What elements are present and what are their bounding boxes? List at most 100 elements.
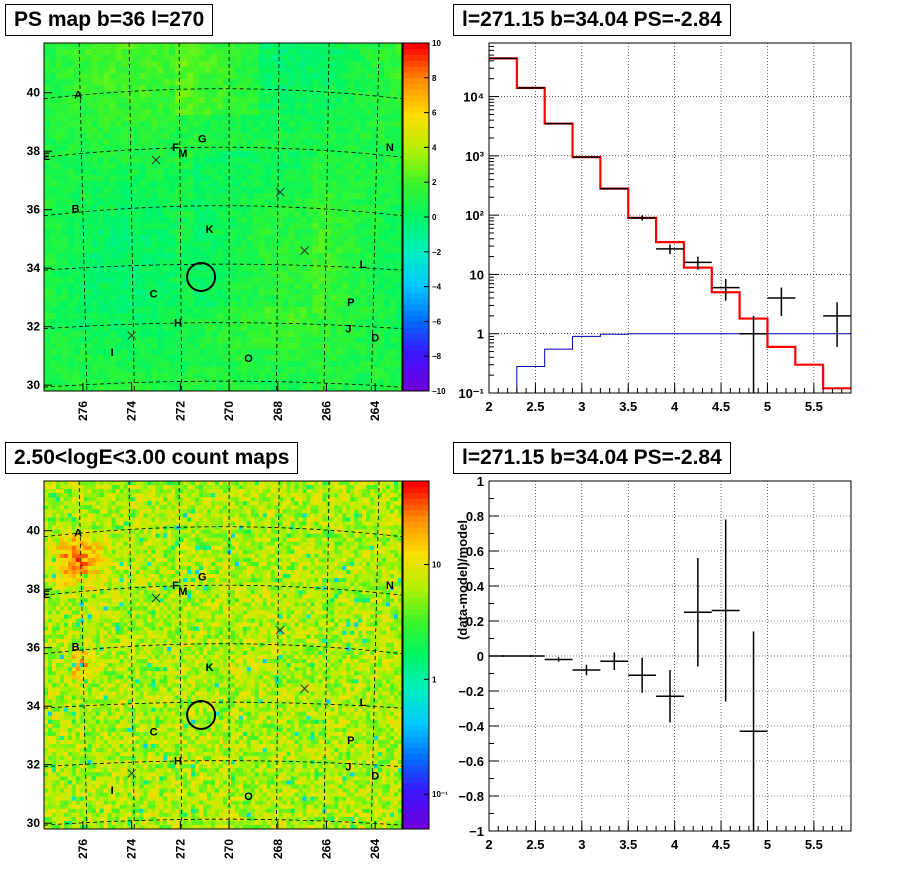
source-cross bbox=[151, 593, 161, 603]
map-x-tick-label: 276 bbox=[76, 401, 90, 421]
spectrum-x-tick-label: 3.5 bbox=[619, 399, 637, 414]
residual-y-axis-label: (data-model)/model bbox=[455, 520, 470, 640]
residual-y-tick-label: 0.8 bbox=[466, 509, 484, 524]
residual-y-tick-label: 1 bbox=[477, 474, 484, 489]
colorbar-tick-label: 10⁻¹ bbox=[432, 790, 448, 799]
residual-y-tick-label: 0.4 bbox=[466, 579, 485, 594]
residual-y-tick-label: 0.6 bbox=[466, 544, 484, 559]
spectrum-y-tick-label: 10⁻¹ bbox=[458, 386, 484, 401]
source-label-H: H bbox=[174, 756, 182, 768]
residual-x-tick-label: 4 bbox=[671, 837, 679, 852]
source-cross bbox=[127, 331, 137, 340]
spectrum-y-tick-label: 1 bbox=[477, 327, 484, 342]
residual-y-tick-label: −0.2 bbox=[458, 684, 484, 699]
source-label-A: A bbox=[74, 528, 82, 540]
residual-x-tick-label: 4.5 bbox=[712, 837, 730, 852]
map-y-tick-label: 34 bbox=[27, 261, 41, 275]
map-x-tick-label: 266 bbox=[320, 401, 334, 421]
colorbar-tick-label: 1 bbox=[432, 675, 437, 684]
residual-title: l=271.15 b=34.04 PS=-2.84 bbox=[453, 442, 731, 474]
colorbar-tick-label: 6 bbox=[432, 109, 437, 118]
residual-y-tick-label: −1 bbox=[469, 824, 484, 839]
map-y-tick-label: 40 bbox=[27, 524, 41, 538]
count-map-title: 2.50<logE<3.00 count maps bbox=[5, 442, 299, 474]
source-label-N: N bbox=[386, 580, 394, 592]
source-label-N: N bbox=[386, 142, 394, 154]
map-y-tick-label: 40 bbox=[27, 86, 41, 100]
colorbar-1: 10 8 6 4 2 0 −2 −4 −6 −8 −10 bbox=[402, 39, 446, 396]
source-label-J: J bbox=[345, 762, 351, 774]
target-circle bbox=[186, 261, 217, 292]
source-label-F: F bbox=[172, 580, 179, 592]
map-x-tick-label: 270 bbox=[222, 839, 236, 859]
ps-map-title: PS map b=36 l=270 bbox=[5, 4, 214, 36]
spectrum-x-tick-label: 2 bbox=[485, 399, 492, 414]
source-label-M: M bbox=[178, 148, 187, 160]
residual-x-tick-label: 3 bbox=[578, 837, 585, 852]
colorbar-tick-label: 0 bbox=[432, 213, 437, 222]
residual-x-tick-label: 5.5 bbox=[805, 837, 823, 852]
source-cross bbox=[275, 625, 285, 635]
residual-x-tick-label: 3.5 bbox=[619, 837, 637, 852]
source-cross bbox=[127, 769, 137, 778]
colorbar-tick-label: 2 bbox=[432, 178, 437, 187]
residual-y-tick-label: −0.4 bbox=[458, 719, 484, 734]
spectrum-x-tick-label: 5 bbox=[764, 399, 771, 414]
map-x-tick-label: 272 bbox=[173, 839, 187, 859]
map-x-tick-label: 270 bbox=[222, 401, 236, 421]
map-x-tick-label: 276 bbox=[76, 839, 90, 859]
colorbar-tick-label: −6 bbox=[432, 317, 442, 326]
source-label-O: O bbox=[244, 353, 253, 365]
map-x-tick-label: 272 bbox=[173, 401, 187, 421]
source-label-P: P bbox=[347, 297, 354, 309]
spectrum-y-tick-label: 10² bbox=[465, 208, 484, 223]
map-y-tick-label: 32 bbox=[27, 758, 41, 772]
source-label-D: D bbox=[371, 332, 379, 344]
residual-x-tick-label: 2.5 bbox=[526, 837, 544, 852]
source-label-L: L bbox=[360, 259, 367, 271]
source-label-L: L bbox=[360, 697, 367, 709]
spectrum-y-tick-label: 10 bbox=[470, 267, 484, 282]
source-label-P: P bbox=[347, 735, 354, 747]
spectrum-x-tick-label: 4 bbox=[671, 399, 679, 414]
spectrum-frame bbox=[488, 42, 852, 394]
source-cross bbox=[300, 246, 309, 255]
colorbar-tick-label: −4 bbox=[432, 283, 442, 292]
residual-plot: 2 2.5 3 3.5 4 4.5 5 5.5 −1 −0.8 −0.6 −0.4 −0.2 0 0.2 0.… bbox=[455, 474, 852, 852]
residual-grid bbox=[489, 481, 851, 831]
map-x-tick-label: 268 bbox=[271, 839, 285, 859]
residual-y-tick-label: 0 bbox=[477, 649, 484, 664]
residual-y-tick-label: −0.8 bbox=[458, 789, 484, 804]
source-label-G: G bbox=[198, 133, 207, 145]
model-histogram bbox=[489, 57, 851, 390]
map-y-tick-label: 34 bbox=[27, 699, 41, 713]
map-y-tick-label: 36 bbox=[27, 641, 41, 655]
spectrum-x-tick-label: 4.5 bbox=[712, 399, 730, 414]
map-grid-1 bbox=[43, 42, 403, 392]
source-cross bbox=[275, 187, 285, 197]
colorbar-tick-label: 10 bbox=[432, 39, 441, 48]
residual-y-tick-label: 0.2 bbox=[466, 614, 484, 629]
residual-y-tick-label: −0.6 bbox=[458, 754, 484, 769]
spectrum-x-tick-label: 5.5 bbox=[805, 399, 823, 414]
map-y-tick-label: 38 bbox=[27, 582, 41, 596]
source-label-K: K bbox=[206, 662, 214, 674]
source-label-G: G bbox=[198, 571, 207, 583]
map-y-tick-label: 36 bbox=[27, 203, 41, 217]
colorbar-tick-label: −8 bbox=[432, 352, 442, 361]
colorbar-tick-label: 10 bbox=[432, 561, 441, 570]
residual-x-tick-label: 5 bbox=[764, 837, 771, 852]
colorbar-2: 10 1 10⁻¹ bbox=[402, 480, 448, 830]
spectrum-grid bbox=[489, 43, 851, 393]
map-x-tick-label: 266 bbox=[320, 839, 334, 859]
source-label-I: I bbox=[111, 347, 114, 359]
source-cross bbox=[151, 155, 161, 165]
source-label-I: I bbox=[111, 785, 114, 797]
map-frame-2 bbox=[43, 480, 403, 830]
source-label-K: K bbox=[206, 224, 214, 236]
colorbar-tick-label: −10 bbox=[432, 387, 446, 396]
map-x-tick-label: 274 bbox=[125, 839, 139, 859]
map-y-tick-label: 30 bbox=[27, 378, 41, 392]
spectrum-y-tick-label: 10³ bbox=[465, 149, 484, 164]
